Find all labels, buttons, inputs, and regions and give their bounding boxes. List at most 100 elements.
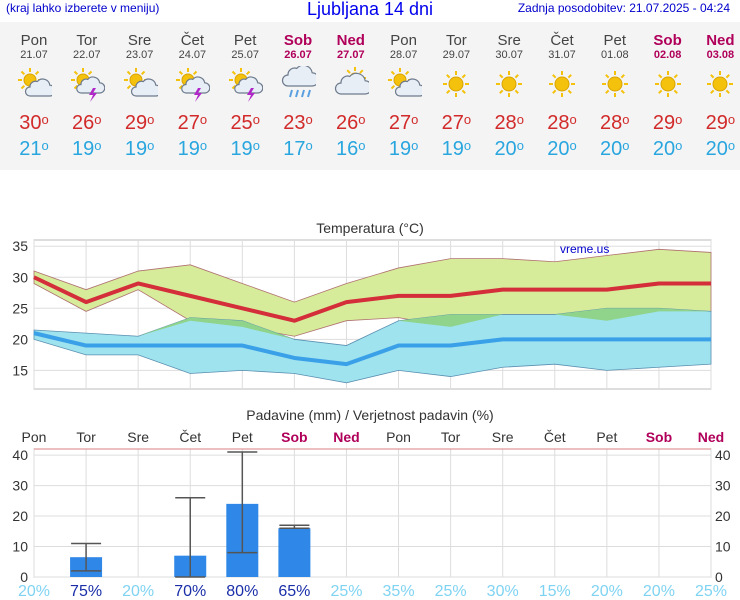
min-temp-value: 19 <box>177 138 200 160</box>
degree-symbol: o <box>411 112 419 127</box>
degree-symbol: o <box>199 112 208 127</box>
sun-storm-icon <box>61 66 113 102</box>
day-date: 01.08 <box>601 49 629 61</box>
day-column: Sob 26.07 23o 17o <box>272 22 324 160</box>
watermark: vreme.us <box>560 242 609 256</box>
day-name: Sob <box>653 32 682 49</box>
degree-symbol: o <box>147 138 155 153</box>
max-temp-value: 26 <box>336 112 359 134</box>
max-temperature: 28o <box>589 112 641 134</box>
chart-title: Temperatura (°C) <box>316 220 424 236</box>
max-temp-value: 27 <box>388 112 412 134</box>
day-column: Pet 01.08 28o 20 o <box>589 22 641 161</box>
max-temperature: 25o <box>219 112 271 134</box>
precip-range-whisker <box>71 542 102 572</box>
overlap-band <box>34 308 711 346</box>
precip-range-whisker <box>175 497 206 578</box>
sun-icon <box>536 66 588 102</box>
degree-symbol: o <box>727 112 736 127</box>
page-header: (kraj lahko izberete v meniju) Ljubljana… <box>0 0 740 22</box>
plot-area <box>33 448 712 578</box>
day-name: Pet <box>603 32 627 49</box>
min-temp-value: 19 <box>441 138 464 160</box>
degree-symbol: o <box>463 112 472 127</box>
precip-probability-label: 20% <box>643 583 675 600</box>
day-date: 25.07 <box>231 49 259 61</box>
precip-bar <box>278 528 311 577</box>
max-temperature: 27o <box>166 112 218 134</box>
sun-cloud-icon <box>378 66 430 102</box>
x-category-label: Sob <box>646 429 672 445</box>
min-temp-value: 19 <box>124 138 148 160</box>
day-column: Pon 21.07 30o 21o <box>8 22 60 160</box>
min-temp-value: 20 <box>494 138 517 160</box>
min-temp-value: 20 <box>600 138 623 160</box>
day-name: Sob <box>283 32 313 49</box>
precip-range-whisker <box>279 524 310 529</box>
degree-symbol: o <box>305 138 313 153</box>
precip-probability-label: 65% <box>278 583 310 600</box>
max-temp-value: 25 <box>230 112 253 134</box>
precip-probability-label: 15% <box>539 583 571 600</box>
x-category-label: Pet <box>232 429 253 445</box>
max-temperature: 26o <box>325 112 377 134</box>
day-date: 23.07 <box>125 49 154 61</box>
degree-symbol: o <box>147 112 155 127</box>
precip-probability-label: 25% <box>435 583 467 600</box>
x-category-label: Pon <box>386 429 411 445</box>
max-temp-value: 28 <box>547 112 570 134</box>
min-temperature: 20o <box>694 138 740 160</box>
day-name: Sre <box>127 32 152 49</box>
day-date: 31.07 <box>548 49 576 61</box>
sun-cloud-icon <box>8 66 60 102</box>
day-date: 24.07 <box>178 49 207 61</box>
y-tick-label: 25 <box>12 300 28 316</box>
day-column: Ned 27.07 26o 16o <box>325 22 377 160</box>
degree-symbol: o <box>569 112 577 127</box>
max-temp-value: 29 <box>705 112 728 134</box>
min-temp-range-band <box>33 307 712 384</box>
min-temp-value: 20 <box>705 138 728 160</box>
x-category-label: Čet <box>179 429 201 445</box>
precip-probability-label: 75% <box>70 583 102 600</box>
x-category-label: Sob <box>281 429 307 445</box>
min-temperature: 19o <box>114 138 166 160</box>
max-temperature: 28o <box>483 112 535 134</box>
min-temp-value: 20 <box>547 138 570 160</box>
day-date: 22.07 <box>73 49 101 61</box>
day-date: 30.07 <box>495 49 523 61</box>
day-column: Tor 22.07 26o 19o <box>61 22 113 160</box>
y-tick-label-right: 30 <box>715 478 731 494</box>
min-temp-value: 20 <box>652 138 676 160</box>
min-temp-line <box>33 331 711 367</box>
degree-symbol: o <box>516 138 524 153</box>
min-temperature: 19o <box>219 138 271 160</box>
degree-symbol: o <box>727 138 736 153</box>
day-column: Ned 03.08 29o 20o <box>694 22 740 161</box>
day-name: Sre <box>497 32 521 49</box>
max-temperature: 28o <box>536 112 588 134</box>
day-column: Sre 23.07 29o 19o <box>114 22 166 160</box>
location-menu-hint: (kraj lahko izberete v meniju) <box>6 1 160 15</box>
sun-icon <box>694 66 740 102</box>
sun-icon <box>589 66 641 102</box>
y-tick-label-left: 10 <box>12 539 28 555</box>
y-tick-label: 30 <box>12 269 28 285</box>
degree-symbol: o <box>41 112 49 127</box>
day-column: Pet 25.07 25o 19o <box>219 22 271 160</box>
x-category-label: Pon <box>22 429 47 445</box>
min-temperature: 17o <box>272 138 324 160</box>
y-tick-label-left: 30 <box>12 478 28 494</box>
min-temperature: 20o <box>536 138 588 160</box>
x-category-label: Sre <box>127 429 149 445</box>
max-temp-value: 27 <box>177 112 200 134</box>
cloud-rain-icon <box>272 64 324 102</box>
min-temperature: 19o <box>61 138 113 160</box>
day-column: Tor 29.07 27o 19o <box>430 22 482 161</box>
precipitation-chart: Padavine (mm) / Verjetnost padavin (%) Po… <box>12 407 731 600</box>
y-tick-label-right: 0 <box>715 569 723 585</box>
degree-symbol: o <box>622 112 630 127</box>
x-category-label: Ned <box>698 429 724 445</box>
degree-symbol: o <box>411 138 419 153</box>
x-category-label: Ned <box>333 429 359 445</box>
